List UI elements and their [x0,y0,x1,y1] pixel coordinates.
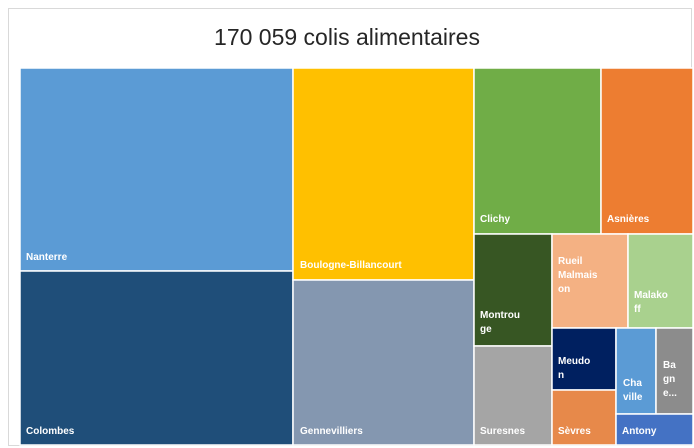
tile-montrouge [473,233,553,347]
tile-antony [615,413,694,446]
tile-label-asni-res: Asnières [607,214,650,225]
chart-title: 170 059 colis alimentaires [214,24,480,50]
tile-label-boulogne-billancourt: Boulogne-Billancourt [300,260,402,271]
tile-rueil-malmaison [551,233,629,329]
tile-label-gennevilliers: Gennevilliers [300,426,363,437]
tile-label-nanterre: Nanterre [26,252,68,263]
tile-label-colombes: Colombes [26,426,75,437]
tile-colombes [19,270,294,446]
tile-bagneux [655,327,694,415]
tile-nanterre [19,67,294,272]
tile-label-meudon: Meudo n [558,356,590,381]
tile-label-malakoff: Malako ff [634,290,668,315]
tile-chaville [615,327,657,415]
tile-meudon [551,327,617,391]
tile-label-clichy: Clichy [480,214,510,225]
tile-label-rueil-malmaison: Rueil Malmais on [558,256,598,295]
tile-label-bagneux: Ba gn e... [663,360,677,399]
tile-label-suresnes: Suresnes [480,426,525,437]
tile-label-montrouge: Montrou ge [480,310,520,335]
tile-boulogne-billancourt [292,67,475,281]
tile-s-vres [551,389,617,446]
tile-label-chaville: Cha ville [623,378,643,403]
tile-label-s-vres: Sèvres [558,426,591,437]
tile-gennevilliers [292,279,475,446]
tile-asni-res [600,67,694,235]
tile-clichy [473,67,602,235]
tile-label-antony: Antony [622,426,657,437]
